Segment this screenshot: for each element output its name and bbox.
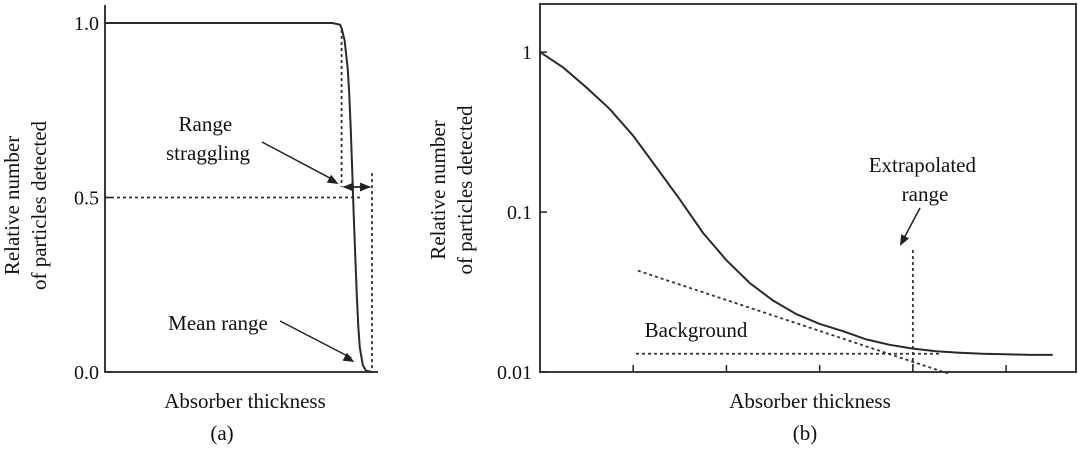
guide-lines-a xyxy=(105,29,373,372)
annotation-extrapolated-range: Extrapolated range xyxy=(869,153,982,206)
straggling-arrowhead-left xyxy=(342,182,354,192)
y-tick-label-b: 0.1 xyxy=(507,202,532,224)
annotation-range-straggling: Range straggling xyxy=(166,112,250,165)
annotation-mean-range: Mean range xyxy=(168,311,268,335)
straggling-pointer xyxy=(261,141,336,182)
extrapolated-pointer xyxy=(902,207,921,241)
y-axis-label-a: Relative number xyxy=(0,136,24,275)
tangent-guide xyxy=(637,269,949,375)
mean-range-pointer-head xyxy=(342,352,355,362)
y-tick-label-a: 0.5 xyxy=(74,188,99,210)
caption-b: (b) xyxy=(793,421,818,445)
y-tick-label-a: 0.0 xyxy=(74,362,99,384)
annotation-background: Background xyxy=(645,318,748,342)
y-axis-label-b: Relative number xyxy=(426,120,450,259)
mean-range-pointer xyxy=(279,320,352,359)
series-line-a xyxy=(105,22,373,373)
series-line-b xyxy=(539,51,1053,356)
chart-panel-b: 1 0.1 0.01 Extrapolated range Background R… xyxy=(426,3,1077,445)
y-axis-label-a-line2: of particles detected xyxy=(27,120,51,290)
y-tick-label-b: 0.01 xyxy=(497,362,532,384)
annotation-arrows-a xyxy=(261,141,371,362)
y-ticks-a: 0.0 0.5 1.0 xyxy=(74,13,112,384)
straggling-arrowhead-right xyxy=(359,182,371,192)
guide-lines-b xyxy=(636,250,949,375)
x-axis-label-b: Absorber thickness xyxy=(729,389,891,413)
chart-panel-a: 0.0 0.5 1.0 Range straggling Mean range Re… xyxy=(0,5,378,445)
x-ticks-b xyxy=(632,365,1007,372)
y-tick-label-a: 1.0 xyxy=(74,13,99,35)
y-axis-label-b-line2: of particles detected xyxy=(453,105,477,275)
axes-frame-b xyxy=(539,3,1077,373)
annotation-arrows-b xyxy=(900,207,921,246)
straggling-pointer-head xyxy=(326,174,339,185)
caption-a: (a) xyxy=(210,421,233,445)
y-tick-label-b: 1 xyxy=(522,42,532,64)
extrapolated-pointer-head xyxy=(900,234,910,246)
x-axis-label-a: Absorber thickness xyxy=(164,389,326,413)
